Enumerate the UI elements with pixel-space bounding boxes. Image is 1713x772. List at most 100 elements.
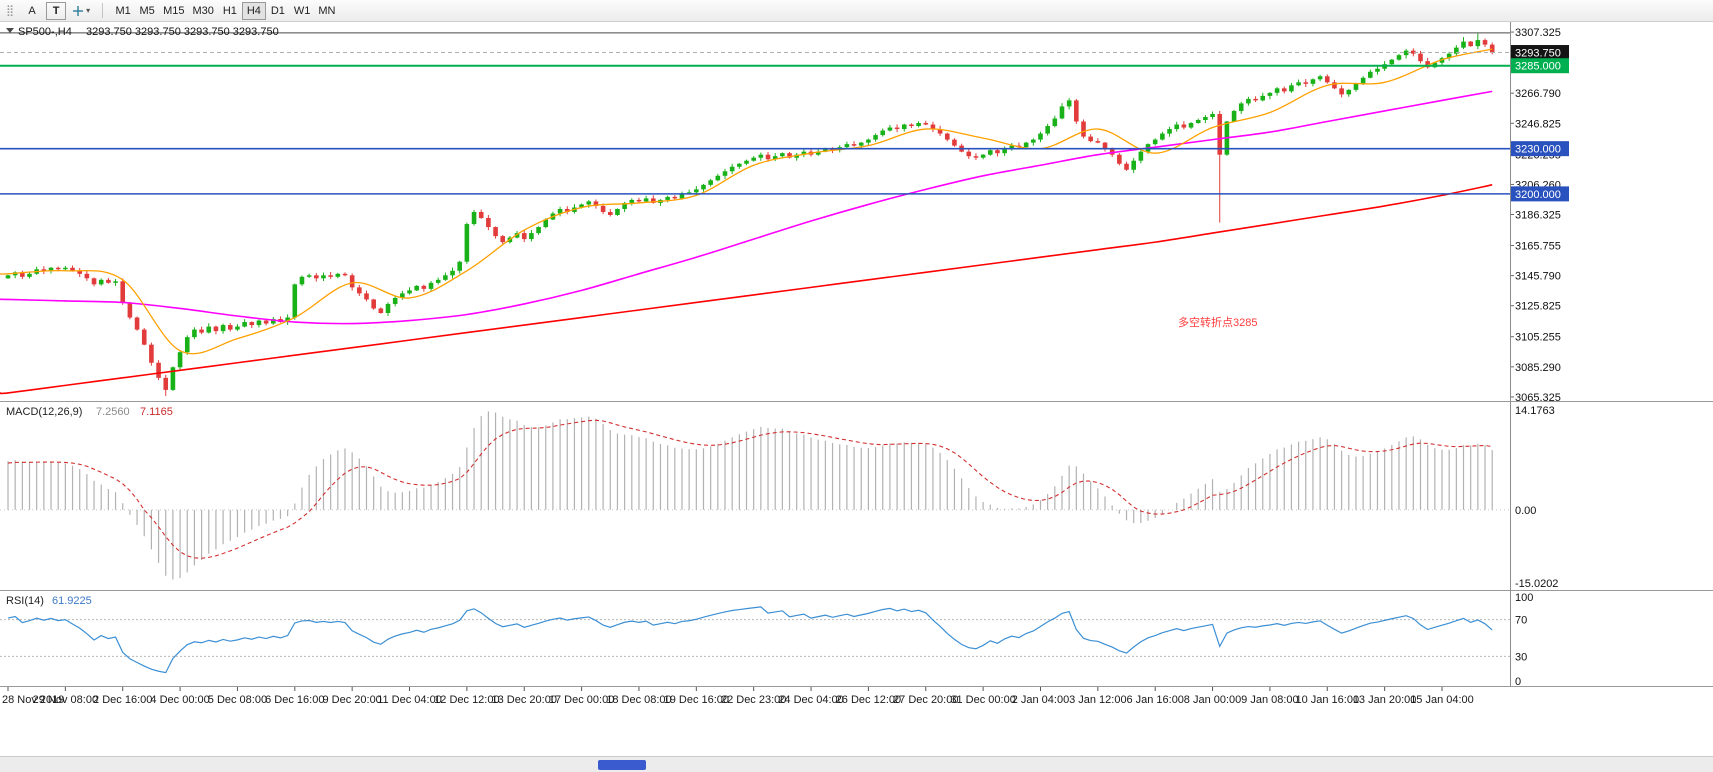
candle-body	[644, 198, 649, 201]
ma_mid-line	[0, 91, 1492, 323]
candle-body	[536, 227, 541, 233]
candle-body	[379, 308, 384, 313]
candle-body	[422, 286, 427, 289]
candle-body	[1167, 129, 1172, 134]
time-axis-label: 6 Dec 16:00	[265, 694, 324, 706]
macd-value-signal: 7.1165	[140, 406, 173, 418]
candle-body	[1203, 117, 1208, 120]
time-axis-label: 31 Dec 00:00	[950, 694, 1015, 706]
candle-body	[923, 123, 928, 125]
candle-body	[135, 318, 140, 330]
candle-body	[1196, 120, 1201, 123]
candle-body	[120, 281, 125, 302]
candle-body	[128, 302, 133, 317]
candle-body	[1067, 100, 1072, 106]
candle-body	[1117, 155, 1122, 164]
candle-body	[1096, 141, 1101, 143]
candle-body	[744, 161, 749, 164]
timeframe-mn[interactable]: MN	[314, 2, 339, 20]
candle-body	[766, 155, 771, 160]
one-click-trading-toggle[interactable]	[6, 28, 14, 33]
time-axis-label: 19 Dec 16:00	[664, 694, 729, 706]
candle-body	[902, 125, 907, 130]
macd-scale-bottom: -15.0202	[1515, 578, 1558, 590]
time-axis-label: 11 Dec 04:00	[377, 694, 442, 706]
candle-body	[629, 200, 634, 203]
rsi-scale-label: 30	[1515, 651, 1527, 663]
candle-body	[99, 280, 104, 285]
candle-body	[1174, 125, 1179, 130]
candle-body	[723, 171, 728, 176]
timeframe-d1[interactable]: D1	[266, 2, 290, 20]
arrow-tool-button[interactable]: A	[20, 2, 44, 20]
candle-body	[479, 212, 484, 218]
candle-body	[880, 131, 885, 136]
candle-body	[1476, 40, 1481, 46]
candle-body	[895, 128, 900, 130]
chart-canvas[interactable]: 3307.3253266.7903246.8253226.2553206.260…	[0, 0, 1713, 772]
candle-body	[1045, 126, 1050, 134]
time-axis-label: 5 Dec 08:00	[208, 694, 267, 706]
candle-body	[336, 274, 341, 277]
candle-body	[1339, 88, 1344, 94]
candle-body	[716, 176, 721, 181]
price-label-text: 3230.000	[1515, 144, 1561, 156]
price-axis-label: 3065.325	[1515, 392, 1561, 404]
timeframe-m5[interactable]: M5	[135, 2, 159, 20]
timeframe-w1[interactable]: W1	[290, 2, 315, 20]
candle-body	[888, 128, 893, 131]
candle-body	[586, 201, 591, 204]
candle-body	[1311, 79, 1316, 84]
price-axis-label: 3085.290	[1515, 362, 1561, 374]
candle-body	[264, 321, 269, 324]
candle-body	[852, 144, 857, 146]
candle-body	[1318, 76, 1323, 79]
timeframe-m1[interactable]: M1	[111, 2, 135, 20]
caret-down-icon: ▾	[86, 6, 90, 15]
candle-body	[1131, 161, 1136, 170]
candle-body	[845, 144, 850, 147]
candle-body	[1368, 72, 1373, 78]
candle-body	[1031, 140, 1036, 143]
time-axis-label: 26 Dec 12:00	[836, 694, 901, 706]
candle-body	[27, 274, 32, 277]
candle-body	[56, 268, 61, 270]
text-tool-button[interactable]: T	[46, 2, 66, 20]
rsi-line	[8, 607, 1492, 673]
timeframe-h1[interactable]: H1	[218, 2, 242, 20]
toolbar-separator	[102, 3, 103, 18]
timeframe-m15[interactable]: M15	[159, 2, 188, 20]
timeframe-buttons: M1M5M15M30H1H4D1W1MN	[111, 2, 339, 20]
candle-body	[1239, 103, 1244, 111]
candle-body	[1325, 76, 1330, 82]
candle-body	[1189, 123, 1194, 128]
time-axis-label: 13 Jan 20:00	[1353, 694, 1417, 706]
macd-title: MACD(12,26,9)	[6, 406, 82, 418]
timeframe-h4[interactable]: H4	[242, 2, 266, 20]
candle-body	[457, 262, 462, 271]
candle-body	[371, 299, 376, 308]
candle-body	[113, 281, 118, 283]
candle-body	[1246, 99, 1251, 104]
candle-body	[242, 322, 247, 327]
time-axis-label: 3 Jan 12:00	[1069, 694, 1127, 706]
candle-body	[386, 304, 391, 313]
cursor-tool-button[interactable]: ▾	[68, 2, 94, 20]
candle-body	[1483, 40, 1488, 45]
timeframe-m30[interactable]: M30	[188, 2, 217, 20]
chart-symbol-title: SP500-,H4	[18, 26, 72, 38]
chart-annotation[interactable]: 多空转折点3285	[1178, 315, 1257, 329]
toolbar-grip-icon[interactable]: ⣿	[6, 4, 14, 17]
candle-body	[414, 286, 419, 291]
chart-ohlc-values: 3293.750 3293.750 3293.750 3293.750	[86, 26, 279, 38]
candle-body	[142, 330, 147, 345]
terminal-window: ⣿ A T ▾ M1M5M15M30H1H4D1W1MN 3307.325326…	[0, 0, 1713, 772]
candle-body	[1160, 134, 1165, 140]
time-axis-label: 6 Jan 16:00	[1126, 694, 1184, 706]
price-axis-label: 3246.825	[1515, 118, 1561, 130]
candle-body	[988, 150, 993, 155]
candle-body	[1275, 88, 1280, 93]
candle-body	[249, 322, 254, 325]
candle-body	[1060, 106, 1065, 118]
time-axis-label: 4 Dec 00:00	[150, 694, 209, 706]
